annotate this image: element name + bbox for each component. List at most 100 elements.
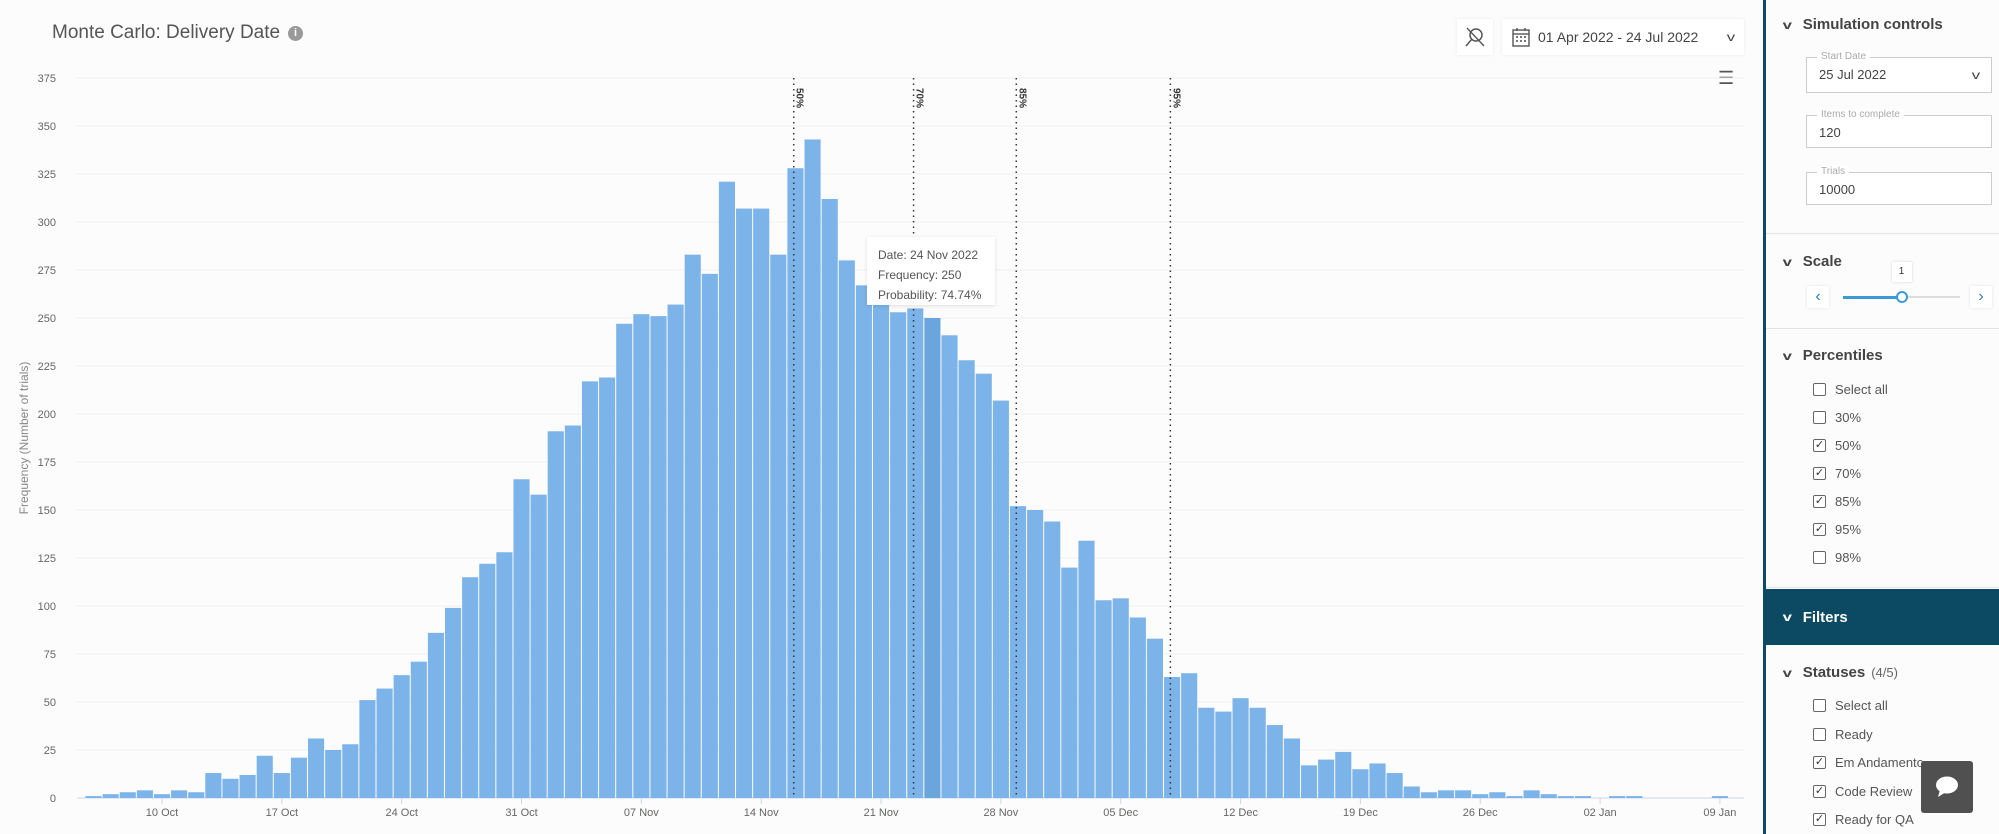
histogram-bar <box>325 750 342 798</box>
checkbox-percentiles-2[interactable]: ✓ 50% <box>1813 438 1861 453</box>
histogram-bar <box>1386 773 1403 798</box>
reset-zoom-button[interactable] <box>1457 19 1493 55</box>
histogram-bar <box>205 773 222 798</box>
checkbox-icon[interactable] <box>1813 411 1826 424</box>
checkbox-checked-icon[interactable]: ✓ <box>1813 439 1826 452</box>
y-tick-label: 75 <box>44 649 56 661</box>
histogram-bar <box>1540 794 1557 798</box>
checkbox-icon[interactable] <box>1813 383 1826 396</box>
y-tick-label: 0 <box>50 793 56 805</box>
histogram-bar <box>496 552 513 798</box>
items-to-complete-field[interactable]: Items to complete 120 <box>1806 109 1992 148</box>
simulation-controls-header[interactable]: v Simulation controls <box>1782 16 1943 33</box>
section-title: Simulation controls <box>1802 16 1943 33</box>
histogram-bar <box>85 796 102 798</box>
histogram-bar <box>821 198 838 798</box>
checkbox-checked-icon[interactable]: ✓ <box>1813 523 1826 536</box>
chat-button[interactable] <box>1921 761 1973 813</box>
checkbox-statuses-2[interactable]: ✓ Em Andamento <box>1813 755 1924 770</box>
histogram-bar <box>1506 796 1523 798</box>
histogram-bar <box>1249 707 1266 798</box>
histogram-bar <box>1232 698 1249 798</box>
field-value: 10000 <box>1819 182 1856 197</box>
histogram-bar <box>581 381 599 798</box>
histogram-bar <box>838 260 855 798</box>
histogram-bar <box>1609 796 1626 798</box>
x-tick-label: 24 Oct <box>385 807 417 819</box>
histogram-bar <box>958 360 975 798</box>
histogram-bar <box>530 494 547 798</box>
chart-tooltip: Date: 24 Nov 2022 Frequency: 250 Probabi… <box>867 237 995 305</box>
histogram-bar <box>153 794 171 798</box>
checkbox-icon[interactable] <box>1813 727 1826 741</box>
statuses-header[interactable]: v Statuses (4/5) <box>1783 664 1898 681</box>
histogram-bar <box>1523 790 1540 798</box>
scale-decrease-button[interactable]: ‹ <box>1807 286 1829 308</box>
histogram-bar <box>1215 711 1232 798</box>
checkbox-percentiles-5[interactable]: ✓ 95% <box>1813 522 1861 537</box>
statuses-count: (4/5) <box>1871 665 1898 680</box>
x-tick-label: 05 Dec <box>1103 807 1138 819</box>
filters-header[interactable]: v Filters <box>1763 589 1999 645</box>
checkbox-statuses-3[interactable]: ✓ Code Review <box>1813 784 1912 799</box>
percentiles-header[interactable]: v Percentiles <box>1783 347 1883 364</box>
checkbox-statuses-4[interactable]: ✓ Ready for QA <box>1813 812 1914 827</box>
y-tick-label: 100 <box>38 601 56 613</box>
checkbox-statuses-0[interactable]: Select all <box>1813 698 1888 713</box>
x-tick-label: 17 Oct <box>266 807 298 819</box>
tooltip-frequency: Frequency: 250 <box>878 268 962 282</box>
histogram-bar <box>890 312 907 798</box>
trials-field[interactable]: Trials 10000 <box>1806 166 1992 205</box>
checkbox-percentiles-0[interactable]: Select all <box>1813 382 1888 397</box>
checkbox-percentiles-1[interactable]: 30% <box>1813 410 1861 425</box>
histogram-bar <box>1009 506 1027 798</box>
scale-slider-handle[interactable] <box>1895 291 1908 303</box>
scale-increase-button[interactable]: › <box>1970 286 1992 308</box>
x-tick-label: 02 Jan <box>1584 807 1617 819</box>
checkbox-percentiles-3[interactable]: ✓ 70% <box>1813 466 1861 481</box>
section-title: Filters <box>1802 608 1848 626</box>
checkbox-checked-icon[interactable]: ✓ <box>1813 756 1826 770</box>
checkbox-checked-icon[interactable]: ✓ <box>1813 784 1826 798</box>
info-icon[interactable]: i <box>288 26 303 41</box>
checkbox-percentiles-6[interactable]: 98% <box>1813 550 1861 565</box>
y-tick-label: 125 <box>38 553 56 565</box>
checkbox-checked-icon[interactable]: ✓ <box>1813 813 1826 827</box>
percentile-label: 95% <box>1170 88 1181 108</box>
checkbox-checked-icon[interactable]: ✓ <box>1813 467 1826 480</box>
checkbox-icon[interactable] <box>1813 551 1826 564</box>
histogram-bar <box>513 479 530 798</box>
histogram-bar <box>1044 521 1061 798</box>
field-value: 25 Jul 2022 <box>1819 67 1887 82</box>
calendar-icon <box>1512 28 1530 47</box>
x-tick-label: 31 Oct <box>505 807 537 819</box>
scale-value-bubble: 1 <box>1891 262 1912 282</box>
checkbox-checked-icon[interactable]: ✓ <box>1813 495 1826 508</box>
histogram-bar <box>256 755 273 798</box>
x-tick-label: 07 Nov <box>624 807 659 819</box>
start-date-field[interactable]: Start Date 25 Jul 2022 v <box>1806 51 1992 93</box>
percentile-label: 85% <box>1016 88 1027 108</box>
field-value: 120 <box>1819 125 1841 140</box>
histogram-bar <box>393 675 410 798</box>
scale-header[interactable]: v Scale <box>1783 253 1842 270</box>
date-range-picker[interactable]: 01 Apr 2022 - 24 Jul 2022 v <box>1502 19 1744 55</box>
tooltip-date: Date: 24 Nov 2022 <box>878 248 979 262</box>
histogram-bar <box>1198 707 1215 798</box>
x-tick-label: 28 Nov <box>983 807 1018 819</box>
chevron-down-icon: v <box>1782 17 1793 32</box>
checkbox-statuses-1[interactable]: Ready <box>1813 727 1873 742</box>
checkbox-percentiles-4[interactable]: ✓ 85% <box>1813 494 1861 509</box>
checkbox-icon[interactable] <box>1813 699 1826 712</box>
chevron-down-icon: v <box>1971 68 1981 82</box>
tooltip-probability: Probability: 74.74% <box>878 288 982 302</box>
histogram-bar <box>547 431 564 798</box>
histogram-bar <box>1095 600 1112 798</box>
histogram-bar <box>479 563 496 798</box>
histogram-bar <box>1472 794 1489 798</box>
histogram-bar <box>718 181 736 798</box>
histogram-bar <box>1437 790 1455 798</box>
histogram-bar <box>427 632 444 798</box>
histogram-bar <box>633 314 650 798</box>
percentile-label: 50% <box>794 88 805 108</box>
